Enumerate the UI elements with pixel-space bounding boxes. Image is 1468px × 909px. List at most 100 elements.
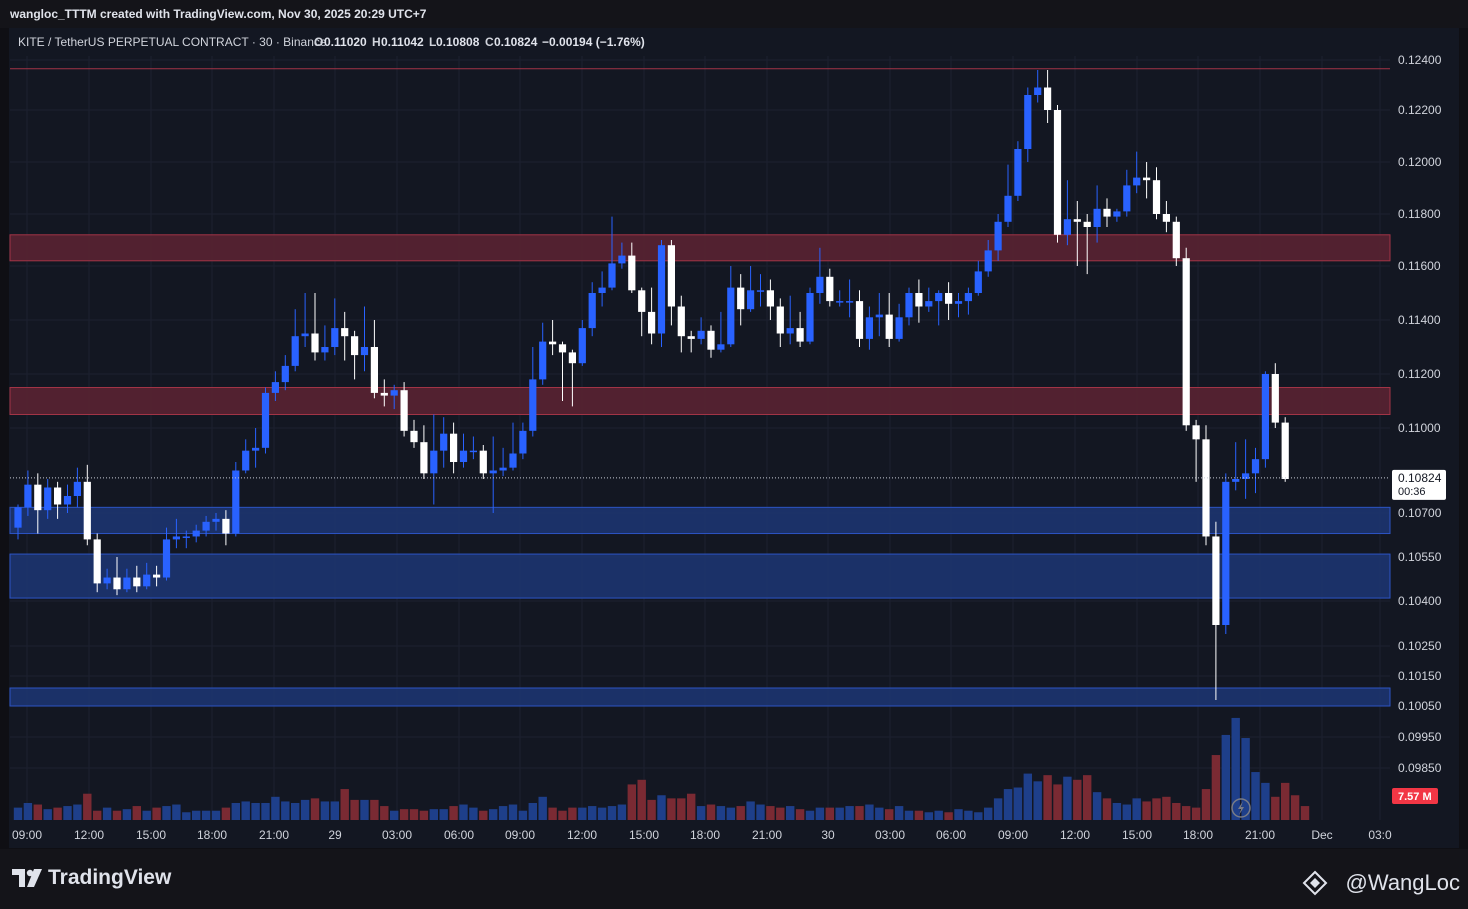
y-tick-label-9: 0.10550	[1398, 550, 1442, 564]
l-label: L	[429, 35, 436, 49]
zone-support-3	[9, 553, 1391, 599]
volume-bar-94	[944, 812, 953, 820]
candle-body-83	[836, 301, 844, 303]
volume-bar-125	[1251, 772, 1260, 820]
volume-bar-40	[409, 809, 419, 820]
candle-body-68	[687, 336, 695, 339]
x-tick-label-9: 12:00	[567, 828, 597, 842]
volume-bar-108	[1083, 775, 1092, 820]
volume-bar-103	[1033, 781, 1042, 820]
candle-body-127	[1271, 374, 1279, 423]
lightning-icon[interactable]	[1231, 798, 1251, 818]
candle-body-47	[479, 450, 487, 474]
candle-body-54	[549, 341, 557, 345]
volume-bar-71	[716, 806, 726, 820]
y-tick-label-11: 0.10250	[1398, 639, 1442, 653]
binance-square-icon	[1302, 870, 1328, 896]
candle-body-114	[1143, 177, 1151, 181]
x-tick-label-19: 18:00	[1183, 828, 1213, 842]
candle-body-30	[311, 333, 319, 353]
zones-layer	[9, 68, 1391, 707]
candle-body-87	[875, 314, 883, 318]
footer-author[interactable]: @WangLoc	[1345, 870, 1460, 895]
volume-bar-15	[162, 806, 171, 820]
y-tick-label-8: 0.10700	[1398, 506, 1442, 520]
volume-bar-58	[588, 806, 597, 820]
candle-body-1	[24, 484, 32, 508]
volume-bar-64	[647, 799, 656, 820]
volume-bar-18	[192, 810, 201, 820]
volume-bar-52	[528, 802, 537, 820]
volume-bar-105	[1053, 784, 1062, 820]
candle-body-122	[1222, 481, 1230, 625]
candle-body-89	[895, 317, 903, 339]
footer	[0, 849, 1468, 909]
volume-bar-74	[746, 801, 755, 820]
ohlc-legend: O 0.11020 H 0.11042 L 0.10808 C 0.10824 …	[314, 35, 645, 49]
volume-bar-8	[93, 810, 102, 820]
candle-body-62	[628, 255, 636, 291]
candle-body-52	[529, 379, 537, 431]
volume-bar-5	[63, 806, 72, 820]
volume-bar-118	[1182, 806, 1191, 820]
zone-support-2	[9, 506, 1391, 535]
y-tick-label-4: 0.11600	[1398, 259, 1441, 273]
price-badge-value: 0.10824	[1398, 471, 1442, 485]
volume-bar-32	[330, 801, 339, 820]
volume-bar-10	[112, 810, 122, 820]
h-value: 0.11042	[381, 35, 424, 49]
volume-bar-77	[776, 807, 785, 820]
y-tick-label-15: 0.09850	[1398, 761, 1442, 775]
x-tick-label-8: 09:00	[505, 828, 535, 842]
candle-body-43	[440, 433, 448, 451]
candle-body-61	[618, 255, 626, 264]
volume-bar-110	[1102, 798, 1112, 820]
tradingview-logo-icon	[12, 869, 42, 887]
candle-body-80	[806, 293, 814, 342]
candle-body-101	[1014, 149, 1022, 196]
h-label: H	[372, 35, 381, 49]
volume-bar-120	[1201, 789, 1211, 820]
volume-bar-72	[726, 807, 735, 820]
volume-bar-49	[498, 806, 508, 820]
volume-bar-116	[1162, 796, 1171, 820]
candle-body-128	[1281, 422, 1289, 479]
volume-bar-93	[934, 810, 943, 820]
candle-body-56	[568, 352, 576, 364]
y-tick-label-12: 0.10150	[1398, 669, 1442, 683]
volume-badge-value: 7.57 M	[1398, 791, 1432, 803]
candle-body-41	[420, 442, 428, 474]
candle-body-42	[430, 450, 438, 474]
volume-bar-31	[320, 801, 330, 820]
volume-bar-19	[201, 810, 211, 820]
o-label: O	[314, 35, 323, 49]
candle-body-97	[974, 271, 982, 293]
candle-body-73	[737, 287, 745, 310]
volume-badge: 7.57 M	[1392, 788, 1438, 804]
candle-body-112	[1123, 185, 1131, 212]
candle-body-40	[410, 430, 418, 443]
candle-body-53	[539, 341, 547, 380]
volume-bar-85	[855, 806, 864, 820]
volume-bar-89	[894, 806, 904, 820]
chart-frame[interactable]	[9, 28, 1459, 848]
candle-body-105	[1053, 110, 1062, 235]
volume-bar-13	[142, 810, 151, 820]
footer-brand[interactable]: TradingView	[48, 866, 172, 889]
volume-bar-29	[300, 799, 310, 820]
candle-body-119	[1192, 425, 1200, 440]
volume-bar-99	[993, 798, 1003, 820]
candle-body-34	[351, 336, 359, 356]
x-tick-label-4: 21:00	[259, 828, 289, 842]
x-tick-label-17: 12:00	[1060, 828, 1090, 842]
y-tick-label-6: 0.11200	[1398, 367, 1441, 381]
candle-body-103	[1034, 87, 1042, 95]
volume-bar-68	[687, 793, 696, 820]
l-value: 0.10808	[436, 35, 480, 49]
volume-layer	[13, 717, 1310, 820]
x-tick-label-15: 06:00	[936, 828, 966, 842]
volume-bar-112	[1122, 804, 1131, 820]
candle-body-125	[1251, 459, 1260, 474]
candle-body-13	[143, 574, 151, 587]
